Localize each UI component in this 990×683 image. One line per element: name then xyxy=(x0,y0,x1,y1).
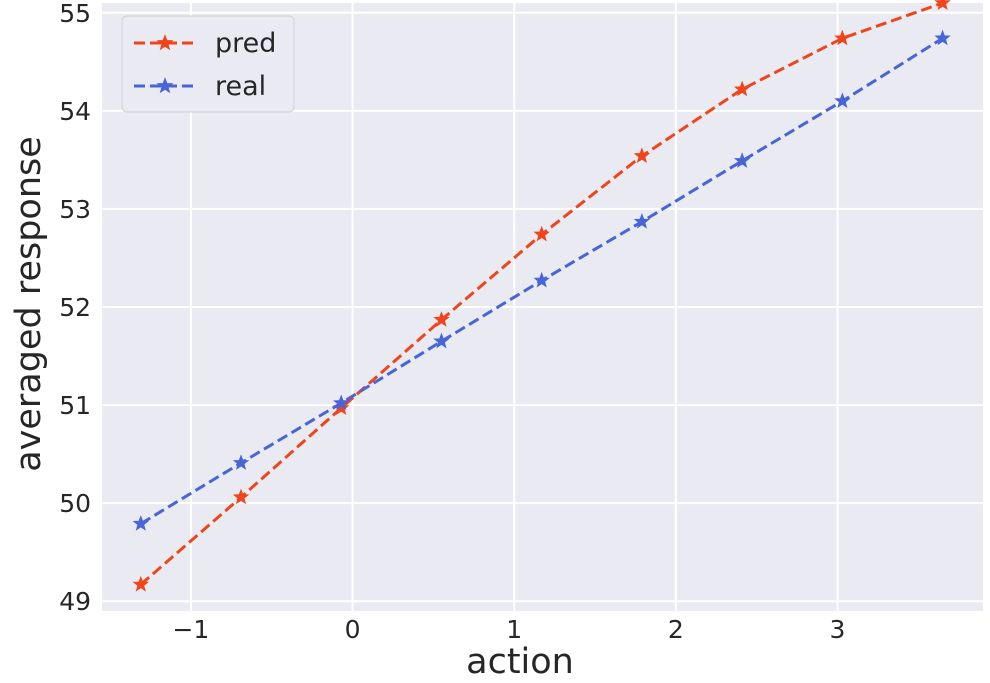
data-point-pred xyxy=(934,0,951,10)
legend-label-real: real xyxy=(215,71,266,102)
y-tick-label: 54 xyxy=(59,97,91,126)
data-point-pred xyxy=(633,147,651,163)
grid-lines xyxy=(102,3,983,611)
y-tick-label: 55 xyxy=(59,0,91,28)
data-point-real xyxy=(533,271,550,288)
data-point-pred xyxy=(232,488,250,505)
series-real xyxy=(132,29,951,531)
tick-labels: −1 0 1 2 3 49 50 51 52 53 54 55 xyxy=(59,0,845,644)
data-point-pred xyxy=(533,225,550,242)
series-layer xyxy=(132,0,951,592)
data-point-real xyxy=(132,515,150,531)
y-tick-label: 50 xyxy=(59,489,91,518)
data-point-real xyxy=(834,92,851,109)
legend-star-marker-pred xyxy=(156,34,174,51)
series-pred xyxy=(132,0,951,592)
data-point-pred xyxy=(733,80,751,97)
x-tick-label: 1 xyxy=(506,615,522,644)
legend-star-marker-real xyxy=(156,77,174,94)
x-tick-label: 0 xyxy=(345,615,361,644)
x-axis-label: action xyxy=(466,642,574,679)
y-tick-label: 53 xyxy=(59,195,91,224)
x-tick-label: 3 xyxy=(830,615,846,644)
x-tick-label: −1 xyxy=(172,615,209,644)
data-point-pred xyxy=(433,311,450,327)
data-point-pred xyxy=(834,29,851,46)
x-tick-label: 2 xyxy=(668,615,684,644)
data-point-real xyxy=(733,152,751,168)
data-point-real xyxy=(433,332,450,349)
legend: pred real xyxy=(121,15,295,113)
legend-item-pred: pred xyxy=(134,28,276,59)
legend-item-real: real xyxy=(134,71,266,102)
data-point-real xyxy=(333,394,350,411)
y-tick-label: 52 xyxy=(59,293,91,322)
y-tick-label: 51 xyxy=(59,391,91,420)
data-point-real xyxy=(232,454,250,470)
data-point-real xyxy=(934,29,951,46)
y-axis-label: averaged response xyxy=(9,136,49,472)
legend-label-pred: pred xyxy=(215,28,276,59)
y-tick-label: 49 xyxy=(59,587,91,616)
data-point-pred xyxy=(132,575,150,592)
data-point-real xyxy=(633,213,651,229)
